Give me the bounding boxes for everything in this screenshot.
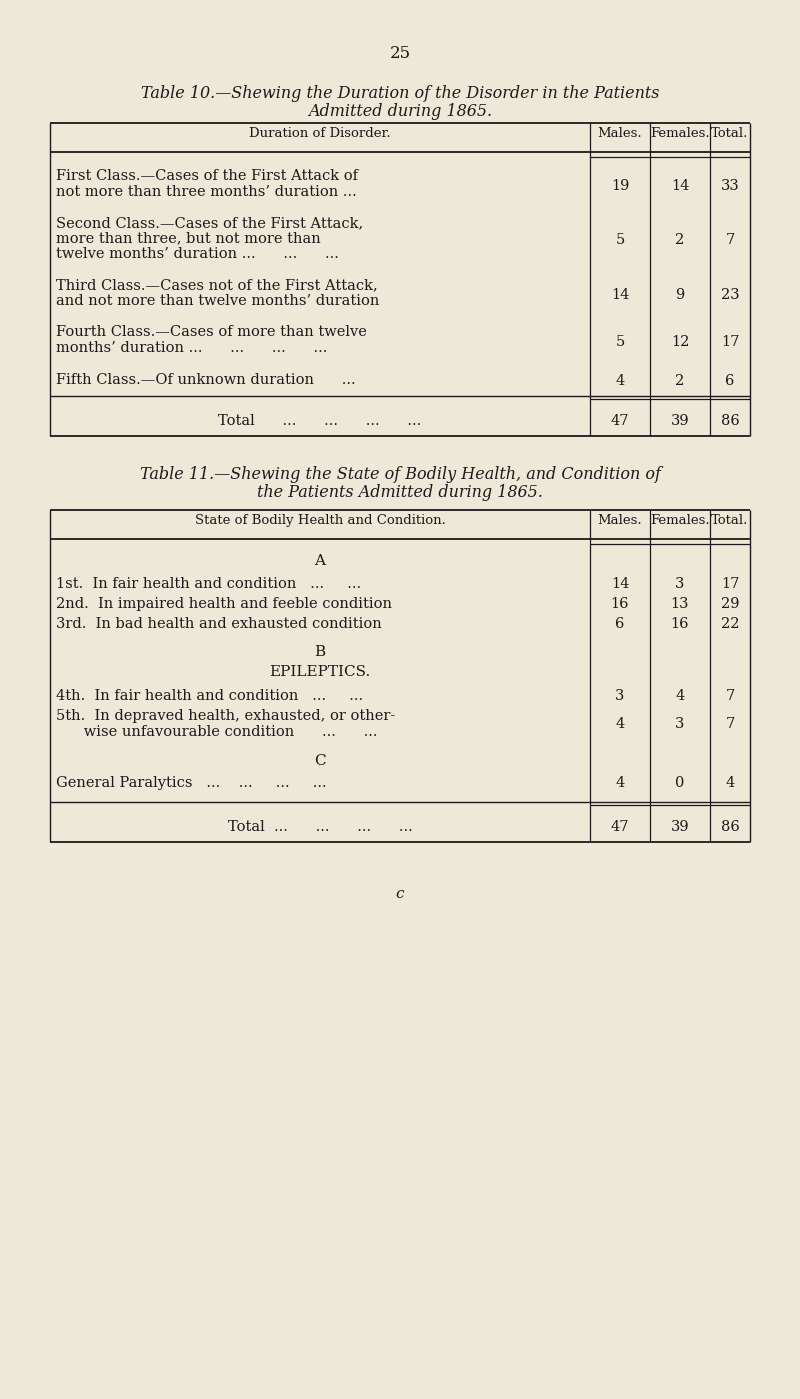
- Text: Females.: Females.: [650, 513, 710, 527]
- Text: Females.: Females.: [650, 127, 710, 140]
- Text: 39: 39: [670, 414, 690, 428]
- Text: 0: 0: [675, 776, 685, 790]
- Text: 12: 12: [671, 334, 689, 348]
- Text: 4: 4: [615, 375, 625, 389]
- Text: 86: 86: [721, 414, 739, 428]
- Text: Table 10.—Shewing the Duration of the Disorder in the Patients: Table 10.—Shewing the Duration of the Di…: [141, 85, 659, 102]
- Text: wise unfavourable condition      ...      ...: wise unfavourable condition ... ...: [56, 725, 378, 739]
- Text: 1st.  In fair health and condition   ...     ...: 1st. In fair health and condition ... ..…: [56, 576, 361, 590]
- Text: 6: 6: [615, 617, 625, 631]
- Text: Total.: Total.: [711, 513, 749, 527]
- Text: more than three, but not more than: more than three, but not more than: [56, 231, 321, 245]
- Text: Third Class.—Cases not of the First Attack,: Third Class.—Cases not of the First Atta…: [56, 278, 378, 292]
- Text: 14: 14: [611, 576, 629, 590]
- Text: 7: 7: [726, 716, 734, 730]
- Text: 29: 29: [721, 597, 739, 611]
- Text: c: c: [396, 887, 404, 901]
- Text: 16: 16: [670, 617, 690, 631]
- Text: 47: 47: [610, 820, 630, 834]
- Text: 19: 19: [611, 179, 629, 193]
- Text: 25: 25: [390, 45, 410, 62]
- Text: First Class.—Cases of the First Attack of: First Class.—Cases of the First Attack o…: [56, 169, 358, 183]
- Text: A: A: [314, 554, 326, 568]
- Text: months’ duration ...      ...      ...      ...: months’ duration ... ... ... ...: [56, 341, 327, 355]
- Text: 14: 14: [611, 288, 629, 302]
- Text: 13: 13: [670, 597, 690, 611]
- Text: 39: 39: [670, 820, 690, 834]
- Text: 4: 4: [615, 776, 625, 790]
- Text: Admitted during 1865.: Admitted during 1865.: [308, 104, 492, 120]
- Text: 17: 17: [721, 576, 739, 590]
- Text: 3: 3: [675, 576, 685, 590]
- Text: 5th.  In depraved health, exhausted, or other-: 5th. In depraved health, exhausted, or o…: [56, 709, 395, 723]
- Text: the Patients Admitted during 1865.: the Patients Admitted during 1865.: [257, 484, 543, 501]
- Text: Total  ...      ...      ...      ...: Total ... ... ... ...: [228, 820, 412, 834]
- Text: State of Bodily Health and Condition.: State of Bodily Health and Condition.: [194, 513, 446, 527]
- Text: 7: 7: [726, 688, 734, 704]
- Text: 17: 17: [721, 334, 739, 348]
- Text: not more than three months’ duration ...: not more than three months’ duration ...: [56, 185, 357, 199]
- Text: Total.: Total.: [711, 127, 749, 140]
- Text: 6: 6: [726, 375, 734, 389]
- Text: Duration of Disorder.: Duration of Disorder.: [249, 127, 391, 140]
- Text: Second Class.—Cases of the First Attack,: Second Class.—Cases of the First Attack,: [56, 215, 363, 229]
- Text: 4: 4: [675, 688, 685, 704]
- Text: 4: 4: [615, 716, 625, 730]
- Text: Males.: Males.: [598, 513, 642, 527]
- Text: 3rd.  In bad health and exhausted condition: 3rd. In bad health and exhausted conditi…: [56, 617, 382, 631]
- Text: 7: 7: [726, 234, 734, 248]
- Text: 3: 3: [615, 688, 625, 704]
- Text: 2: 2: [675, 375, 685, 389]
- Text: 16: 16: [610, 597, 630, 611]
- Text: 22: 22: [721, 617, 739, 631]
- Text: 14: 14: [671, 179, 689, 193]
- Text: 5: 5: [615, 334, 625, 348]
- Text: 2: 2: [675, 234, 685, 248]
- Text: 3: 3: [675, 716, 685, 730]
- Text: Table 11.—Shewing the State of Bodily Health, and Condition of: Table 11.—Shewing the State of Bodily He…: [139, 466, 661, 483]
- Text: twelve months’ duration ...      ...      ...: twelve months’ duration ... ... ...: [56, 248, 339, 262]
- Text: C: C: [314, 754, 326, 768]
- Text: 47: 47: [610, 414, 630, 428]
- Text: Total      ...      ...      ...      ...: Total ... ... ... ...: [218, 414, 422, 428]
- Text: 23: 23: [721, 288, 739, 302]
- Text: 4th.  In fair health and condition   ...     ...: 4th. In fair health and condition ... ..…: [56, 688, 363, 704]
- Text: 33: 33: [721, 179, 739, 193]
- Text: Fifth Class.—Of unknown duration      ...: Fifth Class.—Of unknown duration ...: [56, 372, 356, 386]
- Text: 4: 4: [726, 776, 734, 790]
- Text: B: B: [314, 645, 326, 659]
- Text: 2nd.  In impaired health and feeble condition: 2nd. In impaired health and feeble condi…: [56, 597, 392, 611]
- Text: Males.: Males.: [598, 127, 642, 140]
- Text: 5: 5: [615, 234, 625, 248]
- Text: General Paralytics   ...    ...     ...     ...: General Paralytics ... ... ... ...: [56, 776, 326, 790]
- Text: Fourth Class.—Cases of more than twelve: Fourth Class.—Cases of more than twelve: [56, 326, 367, 340]
- Text: and not more than twelve months’ duration: and not more than twelve months’ duratio…: [56, 294, 379, 308]
- Text: 86: 86: [721, 820, 739, 834]
- Text: EPILEPTICS.: EPILEPTICS.: [270, 665, 370, 679]
- Text: 9: 9: [675, 288, 685, 302]
